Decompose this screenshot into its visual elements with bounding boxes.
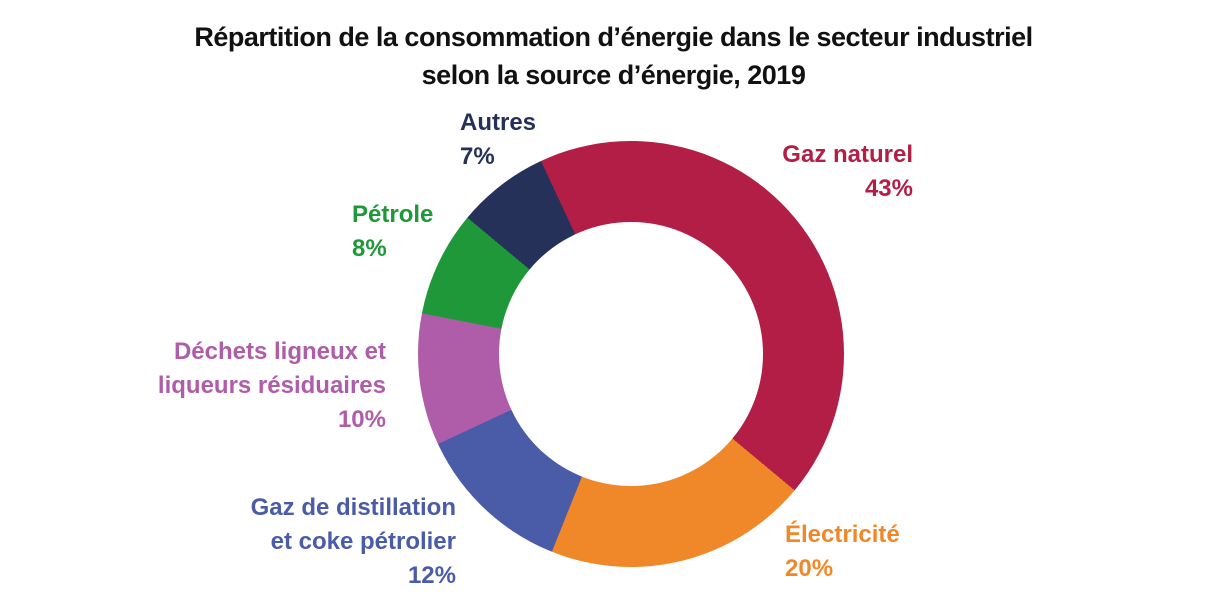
label-petrole-pct: 8% [352, 235, 387, 262]
label-gaz-naturel-pct: 43% [864, 175, 913, 202]
label-dechets-ligneux: Déchets ligneux et liqueurs résiduaires … [158, 335, 386, 437]
label-electricite-text: Électricité [785, 521, 900, 548]
label-gaz-naturel: Gaz naturel 43% [782, 138, 913, 206]
label-autres-pct: 7% [460, 143, 495, 170]
label-gaz-distillation-pct: 12% [407, 562, 456, 589]
chart-title-line-1: Répartition de la consommation d’énergie… [194, 22, 1033, 52]
label-electricite-pct: 20% [785, 555, 834, 582]
label-gaz-naturel-text: Gaz naturel [782, 141, 913, 168]
label-dechets-ligneux-text-1: Déchets ligneux et [173, 338, 386, 365]
label-gaz-distillation-text-2: et coke pétrolier [270, 528, 456, 555]
chart-title-line-2: selon la source d’énergie, 2019 [421, 60, 806, 90]
donut-chart [418, 141, 844, 567]
label-dechets-ligneux-pct: 10% [337, 406, 386, 433]
label-gaz-distillation-text-1: Gaz de distillation [250, 494, 456, 521]
donut-hole [499, 222, 763, 486]
label-autres: Autres 7% [460, 106, 536, 174]
label-autres-text: Autres [460, 109, 537, 136]
label-petrole: Pétrole 8% [352, 198, 433, 266]
chart-title: Répartition de la consommation d’énergie… [0, 18, 1227, 94]
label-electricite: Électricité 20% [785, 518, 900, 586]
label-dechets-ligneux-text-2: liqueurs résiduaires [157, 372, 386, 399]
label-gaz-distillation: Gaz de distillation et coke pétrolier 12… [251, 491, 456, 593]
label-petrole-text: Pétrole [352, 201, 434, 228]
